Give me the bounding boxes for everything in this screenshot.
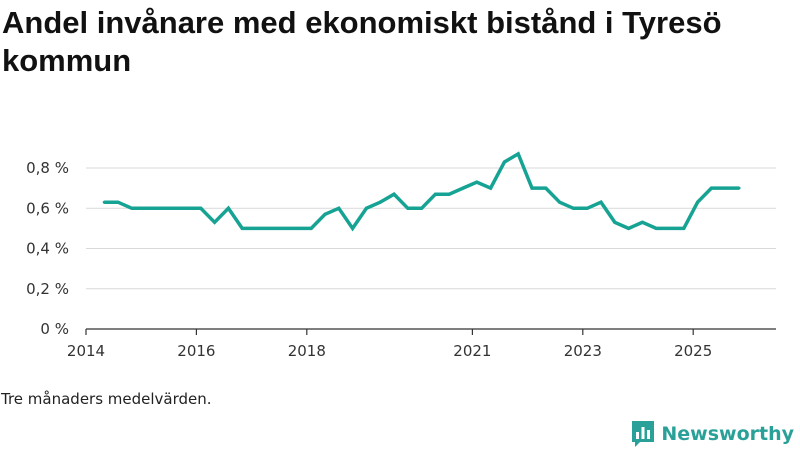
y-tick-label: 0 % [40, 320, 69, 338]
data-point [668, 226, 672, 230]
data-point [268, 226, 272, 230]
data-point [185, 206, 189, 210]
x-tick-label: 2021 [453, 342, 491, 360]
data-point [406, 206, 410, 210]
data-point [627, 226, 631, 230]
data-point [682, 226, 686, 230]
brand-name: Newsworthy [661, 423, 794, 445]
series-lines [102, 151, 741, 232]
data-point [461, 186, 465, 190]
x-tick-label: 2025 [674, 342, 712, 360]
data-point [102, 200, 106, 204]
data-point [378, 200, 382, 204]
series-line [104, 151, 739, 232]
data-point [213, 220, 217, 224]
brand-logo: Newsworthy [631, 420, 794, 448]
y-tick-label: 0,2 % [26, 280, 69, 298]
data-point [199, 206, 203, 210]
data-point [516, 152, 520, 156]
data-point [696, 200, 700, 204]
data-point [351, 226, 355, 230]
data-point [544, 186, 548, 190]
data-point [599, 200, 603, 204]
data-point [171, 206, 175, 210]
data-point [654, 226, 658, 230]
x-axis: 2014 2016 2018 2021 2023 2025 [67, 328, 776, 360]
data-point [709, 186, 713, 190]
line-chart: 0 % 0,2 % 0,4 % 0,6 % 0,8 % 2014 2016 2018 2021… [26, 151, 776, 360]
data-point [640, 220, 644, 224]
data-point [240, 226, 244, 230]
data-point [613, 220, 617, 224]
y-tick-label: 0,4 % [26, 240, 69, 258]
data-point [295, 226, 299, 230]
data-point [502, 160, 506, 164]
x-tick-label: 2023 [564, 342, 602, 360]
bar-chart-flag-icon [632, 421, 655, 447]
data-point [337, 206, 341, 210]
data-point [571, 206, 575, 210]
x-tick-label: 2018 [288, 342, 326, 360]
data-point [364, 206, 368, 210]
data-point [558, 200, 562, 204]
data-point [254, 226, 258, 230]
data-point [447, 192, 451, 196]
chart-title: Andel invånare med ekonomiskt bistånd i … [2, 5, 722, 78]
data-point [130, 206, 134, 210]
x-tick-label: 2016 [177, 342, 215, 360]
data-point [585, 206, 589, 210]
data-point [723, 186, 727, 190]
chart-caption: Tre månaders medelvärden. [1, 390, 212, 408]
data-point [309, 226, 313, 230]
data-point [420, 206, 424, 210]
data-point [144, 206, 148, 210]
data-point [226, 206, 230, 210]
y-axis-tick-labels: 0 % 0,2 % 0,4 % 0,6 % 0,8 % [26, 159, 69, 338]
data-point [323, 212, 327, 216]
data-point [116, 200, 120, 204]
data-point [282, 226, 286, 230]
data-point [530, 186, 534, 190]
data-point [737, 186, 741, 190]
y-tick-label: 0,6 % [26, 199, 69, 217]
x-tick-label: 2014 [67, 342, 105, 360]
data-point [433, 192, 437, 196]
grid-lines [86, 167, 776, 290]
data-point [392, 192, 396, 196]
data-point [475, 180, 479, 184]
data-point [157, 206, 161, 210]
data-point [489, 186, 493, 190]
y-tick-label: 0,8 % [26, 159, 69, 177]
